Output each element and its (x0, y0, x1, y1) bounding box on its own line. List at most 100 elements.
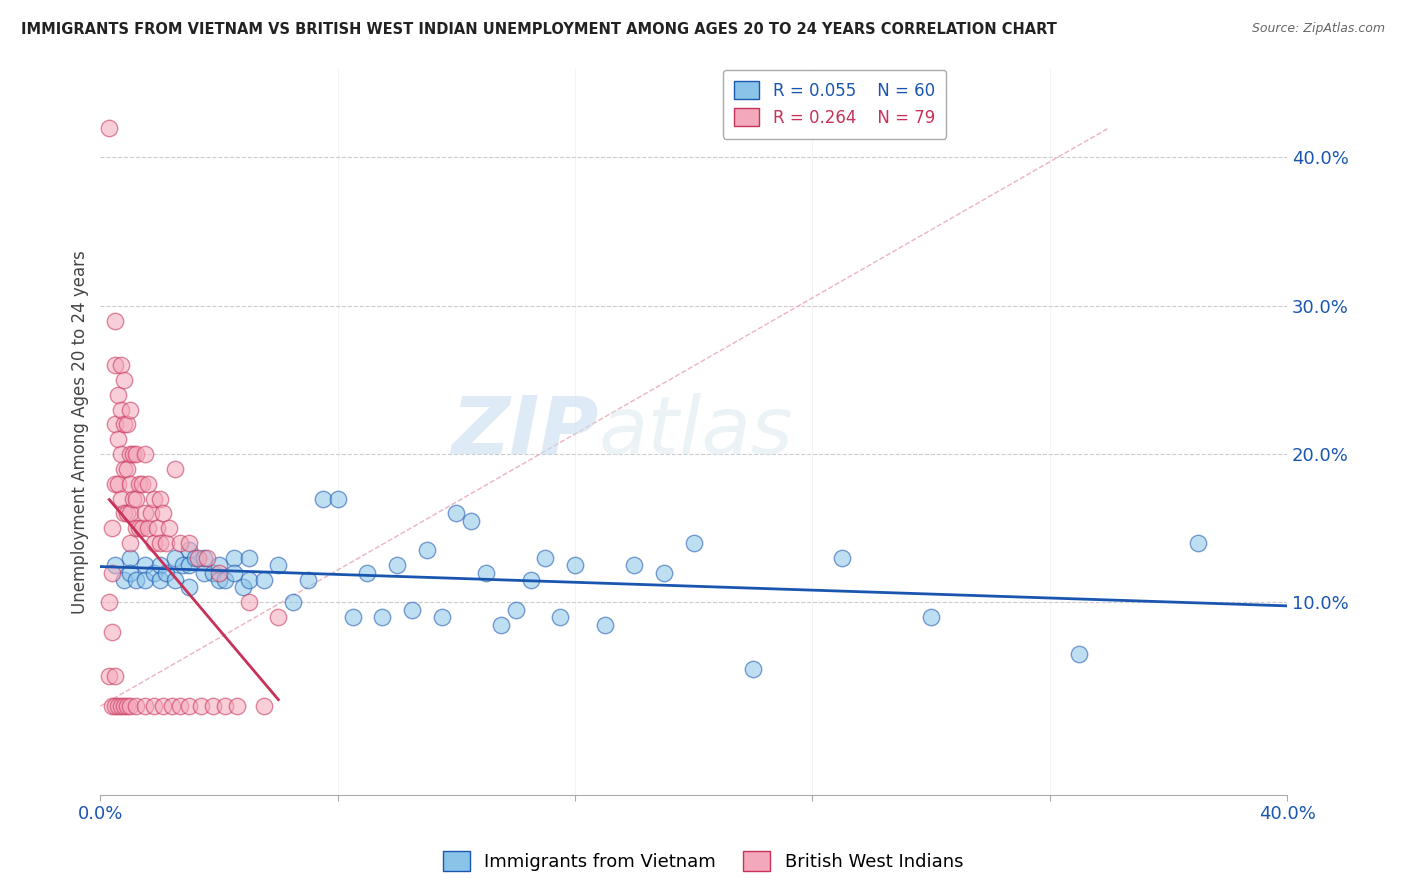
Legend: Immigrants from Vietnam, British West Indians: Immigrants from Vietnam, British West In… (436, 844, 970, 879)
Point (131, 476, 153, 491)
Point (193, 550, 215, 565)
Point (115, 417, 138, 432)
Point (356, 566, 378, 580)
Point (101, 521, 124, 535)
Point (214, 699, 236, 714)
Point (131, 521, 153, 535)
Point (134, 699, 156, 714)
Point (179, 581, 201, 595)
Point (179, 536, 201, 550)
Point (149, 558, 172, 573)
Point (110, 447, 132, 461)
Point (430, 610, 453, 624)
Point (267, 558, 290, 573)
Point (122, 447, 145, 461)
Point (101, 624, 124, 639)
Point (110, 358, 132, 372)
Point (134, 447, 156, 461)
Point (252, 699, 274, 714)
Point (98, 120, 121, 135)
Point (564, 558, 586, 573)
Text: atlas: atlas (599, 392, 793, 471)
Point (142, 566, 165, 580)
Point (104, 669, 127, 683)
Point (283, 595, 305, 609)
Point (534, 550, 557, 565)
Point (104, 313, 127, 327)
Point (128, 476, 150, 491)
Point (139, 506, 162, 520)
Point (238, 595, 260, 609)
Point (222, 566, 245, 580)
Point (118, 566, 141, 580)
Point (107, 388, 129, 402)
Point (460, 514, 482, 528)
Point (238, 573, 260, 587)
Point (142, 536, 165, 550)
Point (208, 573, 231, 587)
Point (134, 558, 156, 573)
Point (446, 506, 468, 520)
Point (682, 536, 704, 550)
Point (179, 543, 201, 558)
Point (104, 476, 127, 491)
Point (169, 699, 191, 714)
Point (125, 491, 148, 506)
Text: ZIP: ZIP (451, 392, 599, 471)
Point (208, 566, 231, 580)
Point (1069, 647, 1091, 661)
Point (920, 610, 942, 624)
Point (179, 699, 201, 714)
Point (548, 610, 571, 624)
Point (222, 550, 245, 565)
Point (475, 566, 498, 580)
Point (110, 699, 132, 714)
Point (101, 566, 124, 580)
Point (101, 699, 124, 714)
Point (742, 662, 765, 676)
Point (267, 610, 290, 624)
Point (104, 417, 127, 432)
Point (107, 699, 129, 714)
Point (136, 521, 159, 535)
Point (160, 699, 183, 714)
Point (1187, 536, 1209, 550)
Point (252, 573, 274, 587)
Text: Source: ZipAtlas.com: Source: ZipAtlas.com (1251, 22, 1385, 36)
Point (163, 462, 186, 476)
Point (118, 699, 141, 714)
Point (505, 603, 527, 617)
Point (128, 521, 150, 535)
Point (145, 521, 167, 535)
Point (115, 699, 138, 714)
Point (179, 558, 201, 573)
Point (112, 699, 135, 714)
Point (202, 699, 225, 714)
Point (134, 506, 156, 520)
Point (297, 573, 319, 587)
Point (214, 573, 236, 587)
Point (112, 506, 135, 520)
Point (104, 558, 127, 573)
Point (232, 581, 254, 595)
Point (184, 550, 207, 565)
Point (415, 543, 437, 558)
Point (152, 506, 174, 520)
Point (208, 558, 231, 573)
Point (110, 491, 132, 506)
Point (118, 536, 141, 550)
Point (342, 610, 364, 624)
Point (155, 566, 177, 580)
Point (125, 573, 148, 587)
Point (136, 476, 159, 491)
Point (225, 699, 247, 714)
Point (107, 476, 129, 491)
Point (98, 595, 121, 609)
Point (107, 432, 129, 446)
Point (149, 491, 172, 506)
Text: IMMIGRANTS FROM VIETNAM VS BRITISH WEST INDIAN UNEMPLOYMENT AMONG AGES 20 TO 24 : IMMIGRANTS FROM VIETNAM VS BRITISH WEST … (21, 22, 1057, 37)
Point (149, 573, 172, 587)
Point (312, 491, 335, 506)
Legend: R = 0.055    N = 60, R = 0.264    N = 79: R = 0.055 N = 60, R = 0.264 N = 79 (723, 70, 946, 138)
Point (155, 536, 177, 550)
